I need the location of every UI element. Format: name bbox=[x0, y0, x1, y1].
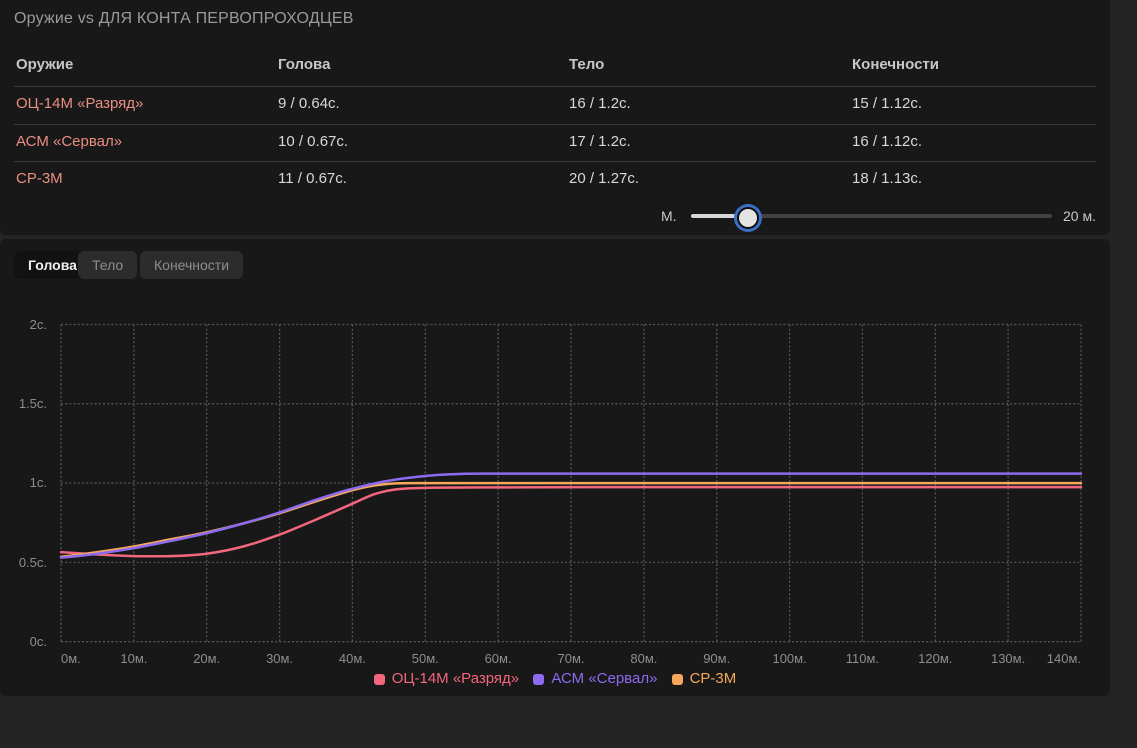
svg-text:10м.: 10м. bbox=[120, 651, 147, 666]
svg-text:80м.: 80м. bbox=[630, 651, 657, 666]
svg-text:0с.: 0с. bbox=[30, 634, 47, 649]
svg-text:110м.: 110м. bbox=[846, 651, 879, 666]
svg-text:30м.: 30м. bbox=[266, 651, 293, 666]
svg-text:1.5с.: 1.5с. bbox=[19, 396, 47, 411]
svg-text:100м.: 100м. bbox=[772, 651, 806, 666]
svg-text:50м.: 50м. bbox=[412, 651, 439, 666]
svg-text:20м.: 20м. bbox=[193, 651, 220, 666]
svg-text:120м.: 120м. bbox=[918, 651, 952, 666]
svg-text:2с.: 2с. bbox=[30, 317, 47, 332]
svg-text:0м.: 0м. bbox=[61, 651, 81, 666]
svg-text:1с.: 1с. bbox=[30, 475, 47, 490]
svg-text:140м.: 140м. bbox=[1047, 651, 1081, 666]
svg-text:40м.: 40м. bbox=[339, 651, 366, 666]
svg-text:90м.: 90м. bbox=[703, 651, 730, 666]
svg-text:0.5с.: 0.5с. bbox=[19, 555, 47, 570]
svg-text:70м.: 70м. bbox=[557, 651, 584, 666]
svg-text:130м.: 130м. bbox=[991, 651, 1025, 666]
svg-text:60м.: 60м. bbox=[485, 651, 512, 666]
